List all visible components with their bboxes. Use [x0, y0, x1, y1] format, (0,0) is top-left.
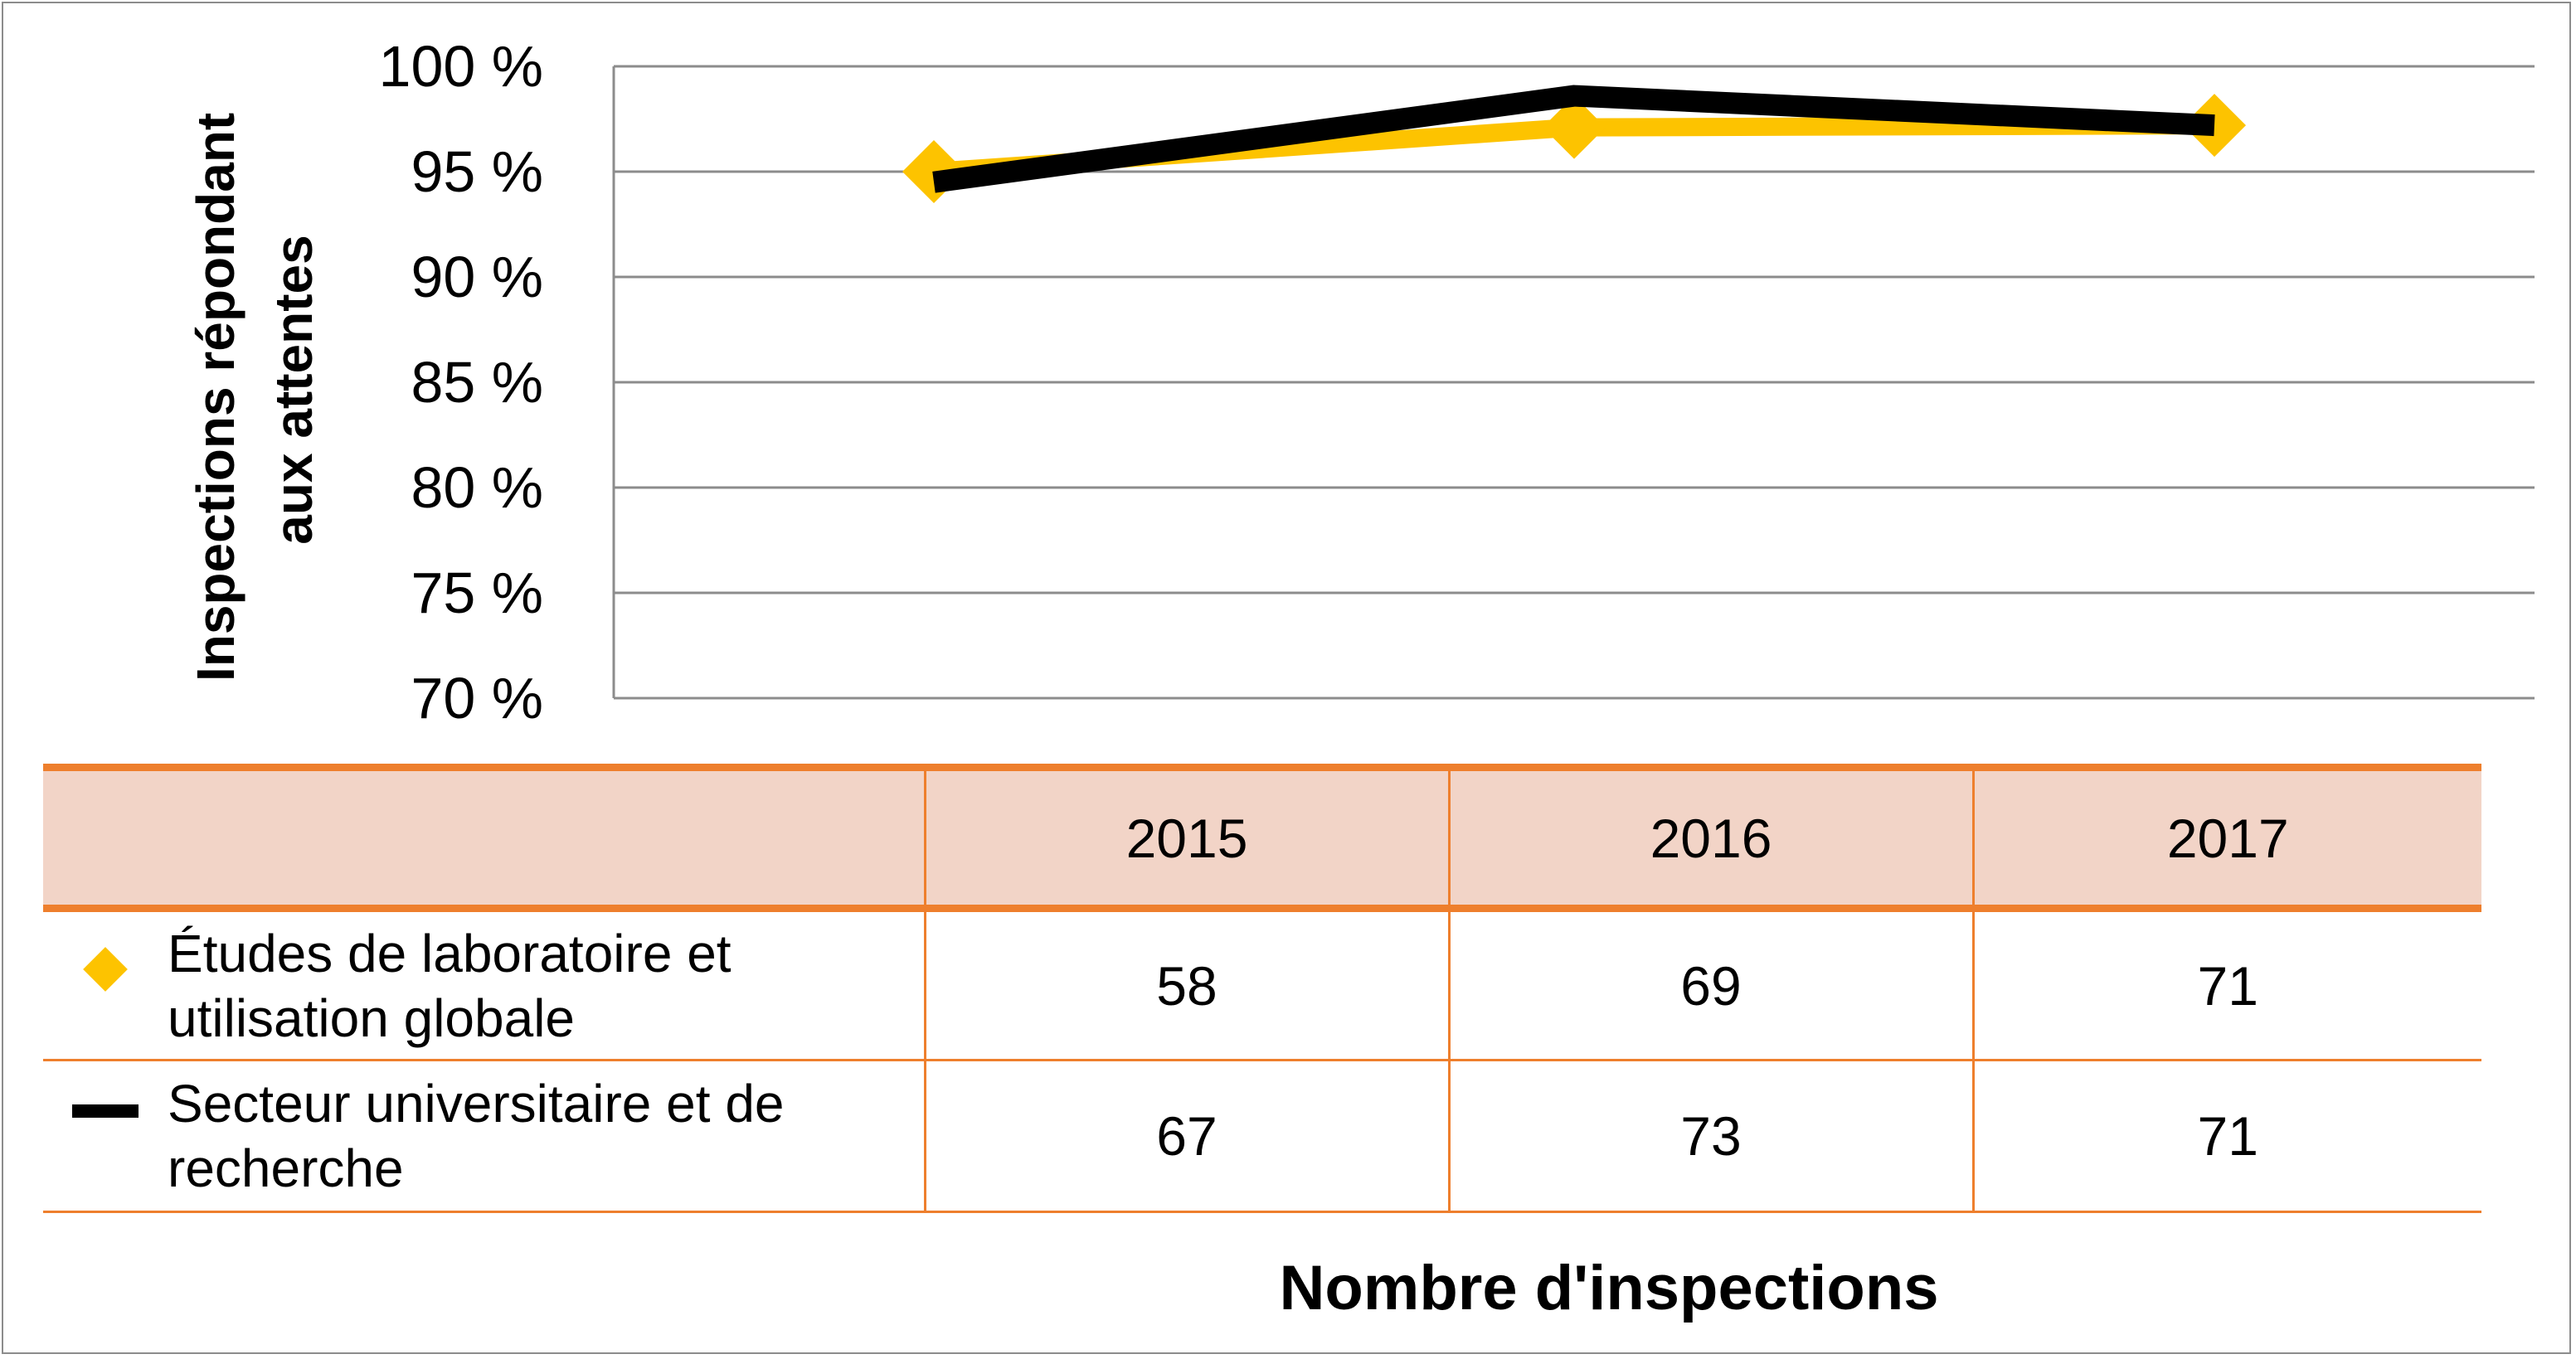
table-row: Secteur universitaire et de recherche 67… [43, 1060, 2481, 1213]
y-tick-label: 80 % [411, 455, 543, 520]
y-tick-label: 70 % [411, 666, 543, 730]
y-tick-labels: 100 % 95 % 90 % 85 % 80 % 75 % 70 % [379, 34, 543, 730]
table-header-row: 2015 2016 2017 [43, 764, 2481, 912]
series-name-cell: Études de laboratoire et utilisation glo… [43, 908, 925, 1061]
table-row: Études de laboratoire et utilisation glo… [43, 908, 2481, 1061]
y-axis-title-line-1: Inspections répondant [186, 113, 245, 682]
series-label: Secteur universitaire et de recherche [168, 1074, 785, 1198]
series-name-cell: Secteur universitaire et de recherche [43, 1060, 925, 1213]
column-header-2017: 2017 [1971, 764, 2481, 912]
series-label: Études de laboratoire et utilisation glo… [168, 923, 731, 1048]
series-lines [902, 85, 2246, 203]
count-cell: 71 [1971, 1060, 2481, 1213]
count-cell: 58 [923, 908, 1449, 1061]
diamond-legend-icon [83, 946, 128, 992]
x-axis-title: Nombre d'inspections [1279, 1253, 1939, 1323]
count-cell: 67 [923, 1060, 1449, 1213]
y-tick-label: 95 % [411, 139, 543, 204]
line-legend-icon [72, 1104, 139, 1118]
count-cell: 69 [1447, 908, 1973, 1061]
diamond-point [1543, 95, 1606, 159]
series-line [932, 85, 2215, 193]
y-tick-label: 75 % [411, 561, 543, 625]
data-table: 2015 2016 2017 Études de laboratoire et … [43, 764, 2481, 1213]
gridlines [612, 65, 2535, 700]
y-tick-label: 100 % [379, 34, 543, 99]
y-tick-label: 85 % [411, 350, 543, 415]
table-corner-cell [43, 764, 925, 912]
count-cell: 73 [1447, 1060, 1973, 1213]
count-cell: 71 [1971, 908, 2481, 1061]
column-header-2016: 2016 [1447, 764, 1973, 912]
column-header-2015: 2015 [923, 764, 1449, 912]
y-tick-label: 90 % [411, 245, 543, 309]
y-axis-title: Inspections répondant aux attentes [186, 98, 323, 682]
y-axis-title-line-2: aux attentes [264, 235, 323, 544]
